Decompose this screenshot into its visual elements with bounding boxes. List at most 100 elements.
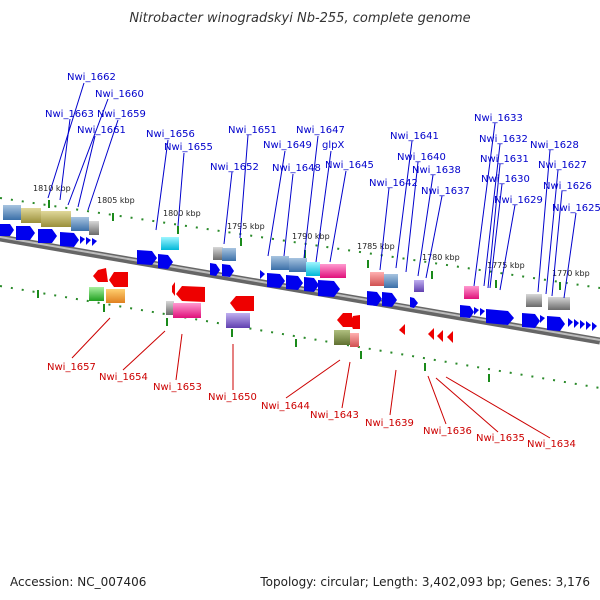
gene-blocks-forward bbox=[3, 205, 570, 310]
forward-guide-line bbox=[0, 197, 600, 289]
gene-label: Nwi_1657 bbox=[47, 362, 96, 373]
gene-label: Nwi_1640 bbox=[397, 152, 446, 163]
reverse-arrows bbox=[93, 268, 453, 343]
gene-block bbox=[526, 294, 542, 307]
gene-label: Nwi_1661 bbox=[77, 125, 126, 136]
forward-gene-arrow bbox=[480, 308, 485, 316]
gene-block bbox=[226, 313, 250, 328]
ruler-label: 1775 kbp bbox=[487, 261, 525, 270]
gene-block bbox=[173, 303, 201, 318]
gene-label: glpX bbox=[322, 140, 344, 151]
forward-gene-labels: Nwi_1662 Nwi_1660 Nwi_1663 Nwi_1659 Nwi_… bbox=[45, 72, 600, 214]
gene-block bbox=[370, 272, 384, 286]
ruler-label: 1810 kbp bbox=[33, 184, 71, 193]
forward-gene-arrow bbox=[267, 273, 285, 288]
gene-label: Nwi_1659 bbox=[97, 109, 146, 120]
gene-block bbox=[350, 333, 359, 347]
reverse-gene-labels: Nwi_1657 Nwi_1654 Nwi_1653 Nwi_1650 Nwi_… bbox=[47, 362, 576, 450]
reverse-gene-arrow bbox=[350, 315, 360, 329]
gene-label: Nwi_1639 bbox=[365, 418, 414, 429]
forward-gene-arrow bbox=[0, 224, 14, 236]
gene-block bbox=[41, 211, 71, 227]
gene-label: Nwi_1641 bbox=[390, 131, 439, 142]
ruler-label: 1780 kbp bbox=[422, 253, 460, 262]
gene-label: Nwi_1635 bbox=[476, 433, 525, 444]
page-title: Nitrobacter winogradskyi Nb-255, complet… bbox=[129, 11, 470, 26]
gene-block bbox=[271, 256, 289, 270]
forward-gene-arrow bbox=[474, 307, 479, 315]
gene-block bbox=[289, 258, 307, 272]
gene-block bbox=[334, 330, 350, 345]
gene-label: Nwi_1662 bbox=[67, 72, 116, 83]
forward-gene-arrow bbox=[60, 232, 79, 247]
gene-label: Nwi_1638 bbox=[412, 165, 461, 176]
forward-gene-arrow bbox=[592, 322, 597, 331]
forward-gene-arrow bbox=[222, 264, 234, 277]
gene-label: Nwi_1629 bbox=[494, 195, 543, 206]
genome-summary-text: Topology: circular; Length: 3,402,093 bp… bbox=[259, 575, 590, 589]
forward-gene-arrow bbox=[410, 297, 418, 308]
gene-block bbox=[3, 205, 21, 220]
gene-label: Nwi_1630 bbox=[481, 174, 530, 185]
gene-label: Nwi_1634 bbox=[527, 439, 576, 450]
gene-block bbox=[306, 262, 320, 276]
gene-label: Nwi_1653 bbox=[153, 382, 202, 393]
gene-label: Nwi_1631 bbox=[480, 154, 529, 165]
forward-gene-arrow bbox=[260, 270, 265, 279]
gene-block bbox=[548, 297, 570, 310]
gene-label: Nwi_1650 bbox=[208, 392, 257, 403]
ruler-ticks bbox=[37, 200, 561, 382]
reverse-guide-line bbox=[0, 285, 600, 389]
forward-gene-arrow bbox=[568, 318, 573, 327]
gene-label: Nwi_1627 bbox=[538, 160, 587, 171]
gene-label: Nwi_1654 bbox=[99, 372, 148, 383]
forward-gene-arrow bbox=[318, 280, 340, 297]
gene-label: Nwi_1637 bbox=[421, 186, 470, 197]
forward-gene-arrow bbox=[80, 236, 85, 244]
forward-gene-arrow bbox=[304, 277, 319, 292]
reverse-gene-arrow bbox=[172, 282, 175, 296]
forward-gene-arrow bbox=[286, 275, 303, 290]
forward-gene-arrow bbox=[86, 237, 91, 245]
gene-label: Nwi_1652 bbox=[210, 162, 259, 173]
ruler-label: 1785 kbp bbox=[357, 242, 395, 251]
forward-gene-arrow bbox=[382, 292, 397, 307]
reverse-gene-arrow bbox=[176, 286, 205, 302]
forward-gene-arrow bbox=[540, 315, 545, 323]
reverse-gene-arrow bbox=[399, 324, 405, 335]
gene-label: Nwi_1645 bbox=[325, 160, 374, 171]
gene-label: Nwi_1636 bbox=[423, 426, 472, 437]
gene-label: Nwi_1649 bbox=[263, 140, 312, 151]
reverse-gene-arrow bbox=[337, 313, 352, 327]
reverse-gene-arrow bbox=[230, 296, 254, 311]
ruler-labels: 1810 kbp 1805 kbp 1800 kbp 1795 kbp 1790… bbox=[33, 184, 590, 278]
gene-block bbox=[414, 280, 424, 292]
forward-gene-arrow bbox=[367, 291, 382, 306]
ruler-label: 1790 kbp bbox=[292, 232, 330, 241]
forward-gene-arrow bbox=[210, 263, 220, 276]
forward-label-leaders bbox=[47, 82, 577, 299]
reverse-label-leaders bbox=[71, 317, 551, 439]
gene-block bbox=[89, 221, 99, 235]
gene-label: Nwi_1632 bbox=[479, 134, 528, 145]
gene-block bbox=[161, 237, 179, 250]
reverse-gene-arrow bbox=[447, 331, 453, 343]
forward-gene-arrow bbox=[137, 250, 157, 265]
ruler-label: 1805 kbp bbox=[97, 196, 135, 205]
forward-gene-arrow bbox=[38, 229, 57, 243]
gene-block bbox=[21, 208, 41, 223]
gene-block bbox=[89, 287, 104, 301]
gene-block bbox=[213, 247, 223, 260]
gene-block bbox=[222, 248, 236, 261]
gene-label: Nwi_1642 bbox=[369, 178, 418, 189]
gene-label: Nwi_1643 bbox=[310, 410, 359, 421]
gene-label: Nwi_1660 bbox=[95, 89, 144, 100]
gene-label: Nwi_1625 bbox=[552, 203, 600, 214]
gene-block bbox=[464, 286, 479, 299]
gene-label: Nwi_1644 bbox=[261, 401, 310, 412]
gene-label: Nwi_1663 bbox=[45, 109, 94, 120]
ruler-label: 1795 kbp bbox=[227, 222, 265, 231]
gene-label: Nwi_1651 bbox=[228, 125, 277, 136]
